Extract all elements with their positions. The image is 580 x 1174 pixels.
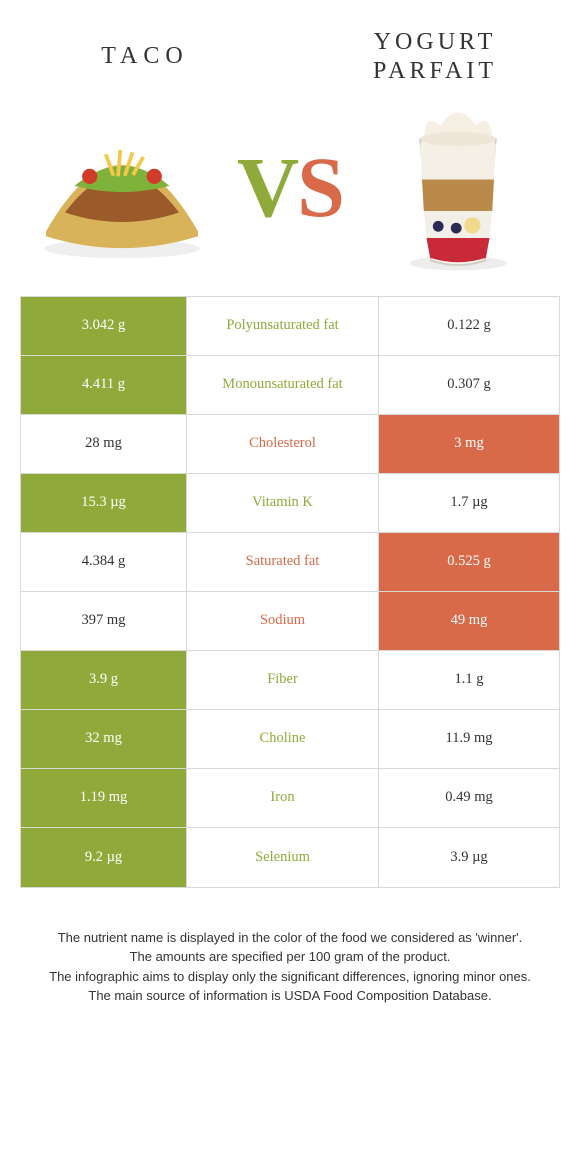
left-value-cell: 397 mg [21,592,186,650]
left-value-cell: 28 mg [21,415,186,473]
vs-v: V [237,139,297,235]
table-row: 3.042 gPolyunsaturated fat0.122 g [21,297,559,356]
right-value-cell: 11.9 mg [379,710,559,768]
left-value-cell: 4.384 g [21,533,186,591]
parfait-image [358,94,558,274]
left-value-cell: 1.19 mg [21,769,186,827]
right-value-cell: 0.49 mg [379,769,559,827]
header-row: TACO YOGURT PARFAIT [0,0,580,94]
table-row: 28 mgCholesterol3 mg [21,415,559,474]
nutrient-label-cell: Monounsaturated fat [186,356,379,414]
footer-line-4: The main source of information is USDA F… [28,986,552,1006]
table-row: 4.384 gSaturated fat0.525 g [21,533,559,592]
nutrient-label-cell: Iron [186,769,379,827]
right-value-cell: 0.122 g [379,297,559,355]
nutrient-label-cell: Selenium [186,828,379,887]
footer-line-3: The infographic aims to display only the… [28,967,552,987]
table-row: 3.9 gFiber1.1 g [21,651,559,710]
right-value-cell: 1.1 g [379,651,559,709]
food-title-right: YOGURT PARFAIT [320,28,550,86]
footer-line-2: The amounts are specified per 100 gram o… [28,947,552,967]
table-row: 1.19 mgIron0.49 mg [21,769,559,828]
left-value-cell: 4.411 g [21,356,186,414]
comparison-table: 3.042 gPolyunsaturated fat0.122 g4.411 g… [20,296,560,888]
vs-label: VS [237,137,343,237]
vs-s: S [297,139,343,235]
nutrient-label-cell: Choline [186,710,379,768]
left-value-cell: 3.9 g [21,651,186,709]
nutrient-label-cell: Polyunsaturated fat [186,297,379,355]
nutrient-label-cell: Saturated fat [186,533,379,591]
left-value-cell: 15.3 µg [21,474,186,532]
right-value-cell: 3 mg [379,415,559,473]
left-value-cell: 3.042 g [21,297,186,355]
nutrient-label-cell: Cholesterol [186,415,379,473]
left-value-cell: 32 mg [21,710,186,768]
right-value-cell: 0.307 g [379,356,559,414]
nutrient-label-cell: Sodium [186,592,379,650]
right-value-cell: 49 mg [379,592,559,650]
table-row: 4.411 gMonounsaturated fat0.307 g [21,356,559,415]
footer-line-1: The nutrient name is displayed in the co… [28,928,552,948]
right-value-cell: 3.9 µg [379,828,559,887]
right-value-cell: 0.525 g [379,533,559,591]
taco-image [22,94,222,274]
footer-notes: The nutrient name is displayed in the co… [0,888,580,1006]
left-value-cell: 9.2 µg [21,828,186,887]
table-row: 397 mgSodium49 mg [21,592,559,651]
nutrient-label-cell: Vitamin K [186,474,379,532]
images-row: VS [0,94,580,296]
table-row: 15.3 µgVitamin K1.7 µg [21,474,559,533]
nutrient-label-cell: Fiber [186,651,379,709]
table-row: 9.2 µgSelenium3.9 µg [21,828,559,887]
food-title-left: TACO [30,42,260,71]
right-value-cell: 1.7 µg [379,474,559,532]
table-row: 32 mgCholine11.9 mg [21,710,559,769]
